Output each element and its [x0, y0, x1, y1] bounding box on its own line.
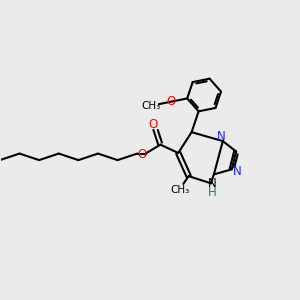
Text: H: H — [208, 186, 217, 199]
Text: N: N — [217, 130, 226, 143]
Text: CH₃: CH₃ — [141, 101, 160, 111]
Text: O: O — [137, 148, 146, 161]
Text: N: N — [233, 165, 242, 178]
Text: O: O — [166, 95, 175, 108]
Text: O: O — [148, 118, 158, 130]
Text: CH₃: CH₃ — [171, 185, 190, 195]
Text: N: N — [208, 177, 217, 190]
